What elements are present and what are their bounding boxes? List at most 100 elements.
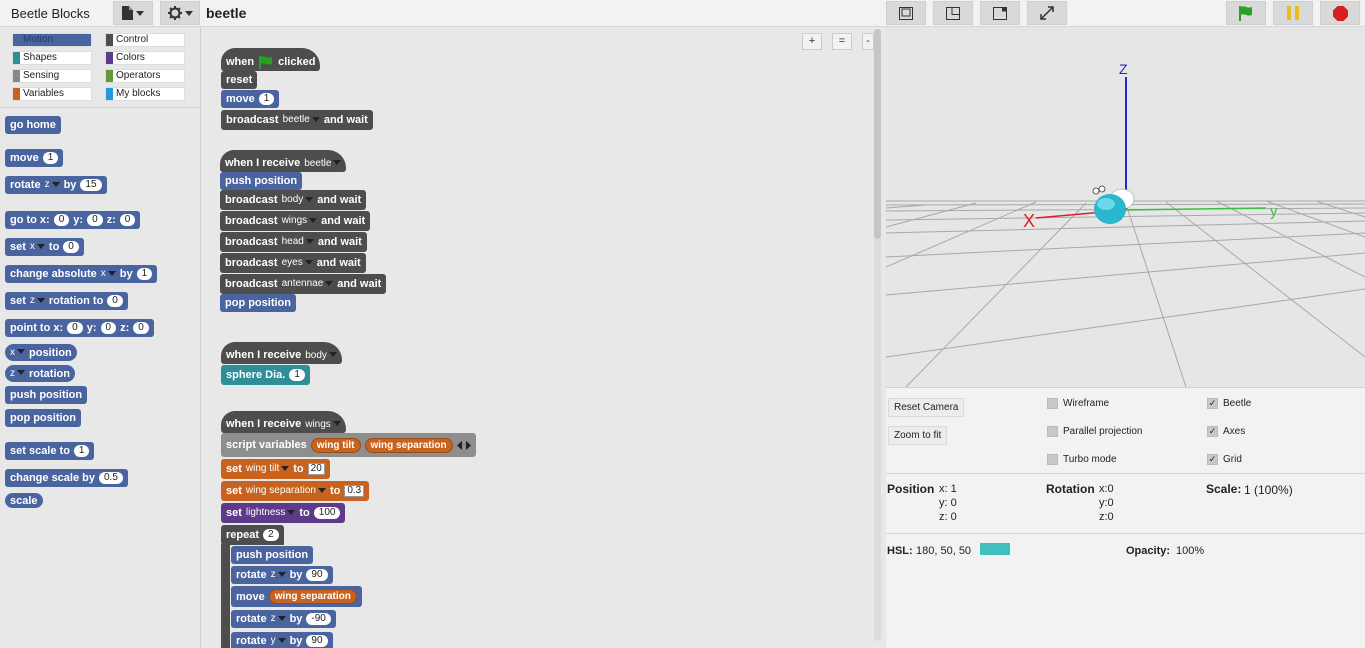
axis-dropdown[interactable]: z <box>271 566 286 584</box>
stop-button[interactable] <box>1320 1 1360 25</box>
number-slot[interactable]: 0 <box>67 322 83 334</box>
block-set-variable[interactable]: set wing tilt to 20 <box>221 459 330 479</box>
category-variables[interactable]: Variables <box>12 87 92 101</box>
category-motion[interactable]: Motion <box>12 33 92 47</box>
message-dropdown[interactable]: body <box>282 191 314 209</box>
block-set-color[interactable]: set lightness to 100 <box>221 503 346 523</box>
block-repeat[interactable]: repeat 2 <box>221 525 284 545</box>
scrollbar-thumb[interactable] <box>874 29 881 239</box>
check-icon[interactable]: ✓ <box>1207 398 1218 409</box>
block-broadcast-and-wait[interactable]: broadcast eyes and wait <box>220 253 366 273</box>
number-slot[interactable]: 0 <box>107 295 123 307</box>
block-set-axis[interactable]: set x to 0 <box>5 238 84 256</box>
hat-when-i-receive[interactable]: when I receive body <box>221 342 342 364</box>
category-operators[interactable]: Operators <box>105 69 185 83</box>
category-colors[interactable]: Colors <box>105 51 185 65</box>
number-slot[interactable]: 0 <box>100 322 117 334</box>
block-script-variables[interactable]: script variables wing tilt wing separation <box>221 433 476 457</box>
axis-dropdown[interactable]: z <box>45 176 60 194</box>
wireframe-checkbox[interactable]: Wireframe <box>1047 398 1109 409</box>
variable-dropdown[interactable]: wing separation <box>246 482 326 500</box>
reporter-position[interactable]: x position <box>5 344 77 361</box>
hat-when-i-receive[interactable]: when I receive beetle <box>220 150 347 172</box>
message-dropdown[interactable]: beetle <box>283 111 320 129</box>
axis-dropdown[interactable]: z <box>10 365 25 383</box>
axis-dropdown[interactable]: z <box>30 292 45 310</box>
block-move[interactable]: move wing separation <box>231 586 362 607</box>
block-change-scale[interactable]: change scale by 0.5 <box>5 469 128 487</box>
message-dropdown[interactable]: eyes <box>282 254 313 272</box>
number-slot[interactable]: -90 <box>306 613 331 625</box>
reporter-rotation[interactable]: z rotation <box>5 365 75 382</box>
number-slot[interactable]: 90 <box>306 635 328 647</box>
message-dropdown[interactable]: head <box>282 233 314 251</box>
axis-dropdown[interactable]: x <box>101 265 116 283</box>
number-slot[interactable]: 0 <box>87 214 103 226</box>
block-rotate[interactable]: rotate z by 15 <box>5 176 107 194</box>
checkbox-box[interactable] <box>1047 398 1058 409</box>
block-rotate[interactable]: rotate z by -90 <box>231 610 336 628</box>
block-push-position[interactable]: push position <box>220 172 303 190</box>
axis-dropdown[interactable]: y <box>271 632 286 648</box>
category-control[interactable]: Control <box>105 33 185 47</box>
axis-dropdown[interactable]: x <box>10 344 25 362</box>
layout-button-2[interactable] <box>933 1 973 25</box>
reset-camera-button[interactable]: Reset Camera <box>888 398 965 417</box>
block-change-absolute[interactable]: change absolute x by 1 <box>5 265 158 283</box>
layout-button-1[interactable] <box>886 1 926 25</box>
turbo-mode-checkbox[interactable]: Turbo mode <box>1047 454 1117 465</box>
block-move[interactable]: move 1 <box>221 90 280 108</box>
block-push-position[interactable]: push position <box>5 386 88 404</box>
layout-button-3[interactable] <box>980 1 1020 25</box>
zoom-out-button[interactable]: - <box>862 33 874 50</box>
script-area[interactable]: + = - when clicked reset move 1 broadcast b… <box>202 27 885 648</box>
block-go-to[interactable]: go to x: 0 y: 0 z: 0 <box>5 211 141 229</box>
checkbox-box[interactable] <box>1047 454 1058 465</box>
block-point-to[interactable]: point to x: 0 y: 0 z: 0 <box>5 319 154 337</box>
grid-checkbox[interactable]: ✓ Grid <box>1207 454 1242 465</box>
block-broadcast-and-wait[interactable]: broadcast antennae and wait <box>220 274 387 294</box>
parallel-projection-checkbox[interactable]: Parallel projection <box>1047 426 1143 437</box>
zoom-in-button[interactable]: + <box>802 33 822 50</box>
message-dropdown[interactable]: beetle <box>304 158 341 169</box>
check-icon[interactable]: ✓ <box>1207 454 1218 465</box>
number-slot[interactable]: 0 <box>119 214 136 226</box>
block-set-variable[interactable]: set wing separation to 0.3 <box>221 481 370 501</box>
block-broadcast-and-wait[interactable]: broadcast wings and wait <box>220 211 371 231</box>
project-menu-button[interactable] <box>113 1 153 25</box>
block-reset[interactable]: reset <box>221 71 258 89</box>
number-slot[interactable]: 1 <box>136 268 153 280</box>
number-slot[interactable]: 1 <box>258 93 275 105</box>
number-slot[interactable]: 1 <box>289 369 305 381</box>
stage-canvas[interactable]: Z y X <box>886 27 1365 387</box>
number-slot[interactable]: 0 <box>133 322 149 334</box>
category-sensing[interactable]: Sensing <box>12 69 92 83</box>
axes-checkbox[interactable]: ✓ Axes <box>1207 426 1245 437</box>
pause-button[interactable] <box>1273 1 1313 25</box>
number-slot[interactable]: 2 <box>263 529 279 541</box>
message-dropdown[interactable]: wings <box>282 212 318 230</box>
zoom-to-fit-button[interactable]: Zoom to fit <box>888 426 948 445</box>
value-slot[interactable]: 0.3 <box>344 485 365 497</box>
script-scrollbar[interactable] <box>874 29 881 641</box>
message-dropdown[interactable]: antennae <box>282 275 334 293</box>
block-rotate[interactable]: rotate y by 90 <box>231 632 333 648</box>
hat-when-flag-clicked[interactable]: when clicked <box>221 48 321 71</box>
variable-wing-tilt[interactable]: wing tilt <box>310 437 361 453</box>
settings-menu-button[interactable] <box>160 1 200 25</box>
check-icon[interactable]: ✓ <box>1207 426 1218 437</box>
color-property-dropdown[interactable]: lightness <box>246 504 295 522</box>
message-dropdown[interactable]: wings <box>305 419 341 430</box>
beetle-icon[interactable] <box>1092 185 1135 224</box>
block-go-home[interactable]: go home <box>5 116 61 134</box>
variable-wing-separation[interactable]: wing separation <box>268 589 357 604</box>
variable-dropdown[interactable]: wing tilt <box>246 460 289 478</box>
arrows-icon[interactable] <box>456 440 471 450</box>
block-sphere[interactable]: sphere Dia. 1 <box>221 365 310 385</box>
block-broadcast-and-wait[interactable]: broadcast beetle and wait <box>221 110 373 130</box>
message-dropdown[interactable]: body <box>305 350 337 361</box>
number-slot[interactable]: 100 <box>313 507 341 519</box>
block-move[interactable]: move 1 <box>5 149 64 167</box>
fullscreen-button[interactable] <box>1027 1 1067 25</box>
number-slot[interactable]: 0 <box>63 241 79 253</box>
